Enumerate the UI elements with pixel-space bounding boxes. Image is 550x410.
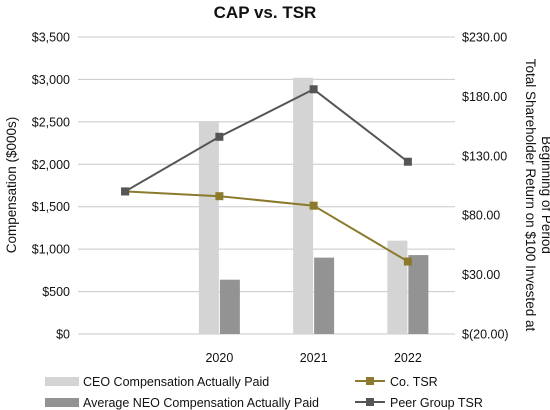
- point-peer-tsr-2019: [121, 187, 130, 196]
- legend-label-peer-tsr: Peer Group TSR: [390, 396, 483, 410]
- y2-tick-label-4: $180.00: [462, 90, 507, 104]
- x-tick-label-2020: 2020: [205, 351, 233, 365]
- y-axis-label: Compensation ($000s): [4, 117, 19, 254]
- left-axis-ticks: $0 $500 $1,000 $1,500 $2,000 $2,500 $3,000 $3,5…: [32, 31, 70, 342]
- y-tick-label-0: $0: [56, 328, 70, 342]
- right-axis-ticks: $(20.00) $30.00 $80.00 $130.00 $180.00 $230.0…: [462, 31, 509, 342]
- point-co-tsr-2022: [403, 257, 412, 266]
- legend-label-neo-cap: Average NEO Compensation Actually Paid: [83, 396, 319, 410]
- y2-tick-label-0: $(20.00): [462, 328, 509, 342]
- y-tick-label-1: $500: [42, 285, 70, 299]
- bar-ceo-cap-2022: [387, 240, 408, 334]
- point-co-tsr-2021: [309, 201, 318, 210]
- tsr-lines: [121, 85, 412, 266]
- point-co-tsr-2020: [215, 192, 224, 201]
- bar-neo-cap-2020: [219, 279, 240, 334]
- legend: CEO Compensation Actually Paid Average N…: [45, 375, 483, 410]
- y-tick-label-2: $1,000: [32, 243, 70, 257]
- legend-swatch-neo-cap: [45, 398, 79, 407]
- bar-neo-cap-2022: [408, 255, 429, 334]
- legend-label-co-tsr: Co. TSR: [390, 375, 438, 389]
- line-co-tsr: [125, 190, 409, 263]
- y-tick-label-3: $1,500: [32, 200, 70, 214]
- bars: [198, 77, 429, 334]
- y-tick-label-5: $2,500: [32, 115, 70, 129]
- y-tick-label-7: $3,500: [32, 31, 70, 45]
- x-tick-label-2022: 2022: [394, 351, 422, 365]
- legend-label-ceo-cap: CEO Compensation Actually Paid: [83, 375, 269, 389]
- chart-title: CAP vs. TSR: [214, 3, 317, 22]
- legend-marker-peer-tsr: [366, 398, 374, 406]
- gridlines: [78, 36, 455, 335]
- y2-axis-label-line-2: Beginning of Period: [539, 136, 550, 254]
- y2-tick-label-3: $130.00: [462, 149, 507, 163]
- y-tick-label-6: $3,000: [32, 73, 70, 87]
- y-tick-label-4: $2,000: [32, 158, 70, 172]
- point-peer-tsr-2020: [215, 132, 224, 141]
- y2-tick-label-2: $80.00: [462, 209, 500, 223]
- y2-tick-label-1: $30.00: [462, 268, 500, 282]
- bar-ceo-cap-2020: [198, 121, 219, 334]
- x-tick-label-2021: 2021: [300, 351, 328, 365]
- bar-neo-cap-2021: [314, 257, 335, 334]
- x-axis-ticks: 2020 2021 2022: [205, 351, 421, 365]
- line-peer-tsr: [124, 88, 409, 193]
- y2-axis-label-line-1: Total Shareholder Return on $100 Investe…: [523, 59, 538, 332]
- bar-ceo-cap-2021: [293, 77, 314, 334]
- y2-tick-label-5: $230.00: [462, 31, 507, 45]
- point-peer-tsr-2022: [403, 157, 412, 166]
- legend-marker-co-tsr: [366, 377, 374, 385]
- point-peer-tsr-2021: [309, 85, 318, 94]
- legend-swatch-ceo-cap: [45, 377, 79, 386]
